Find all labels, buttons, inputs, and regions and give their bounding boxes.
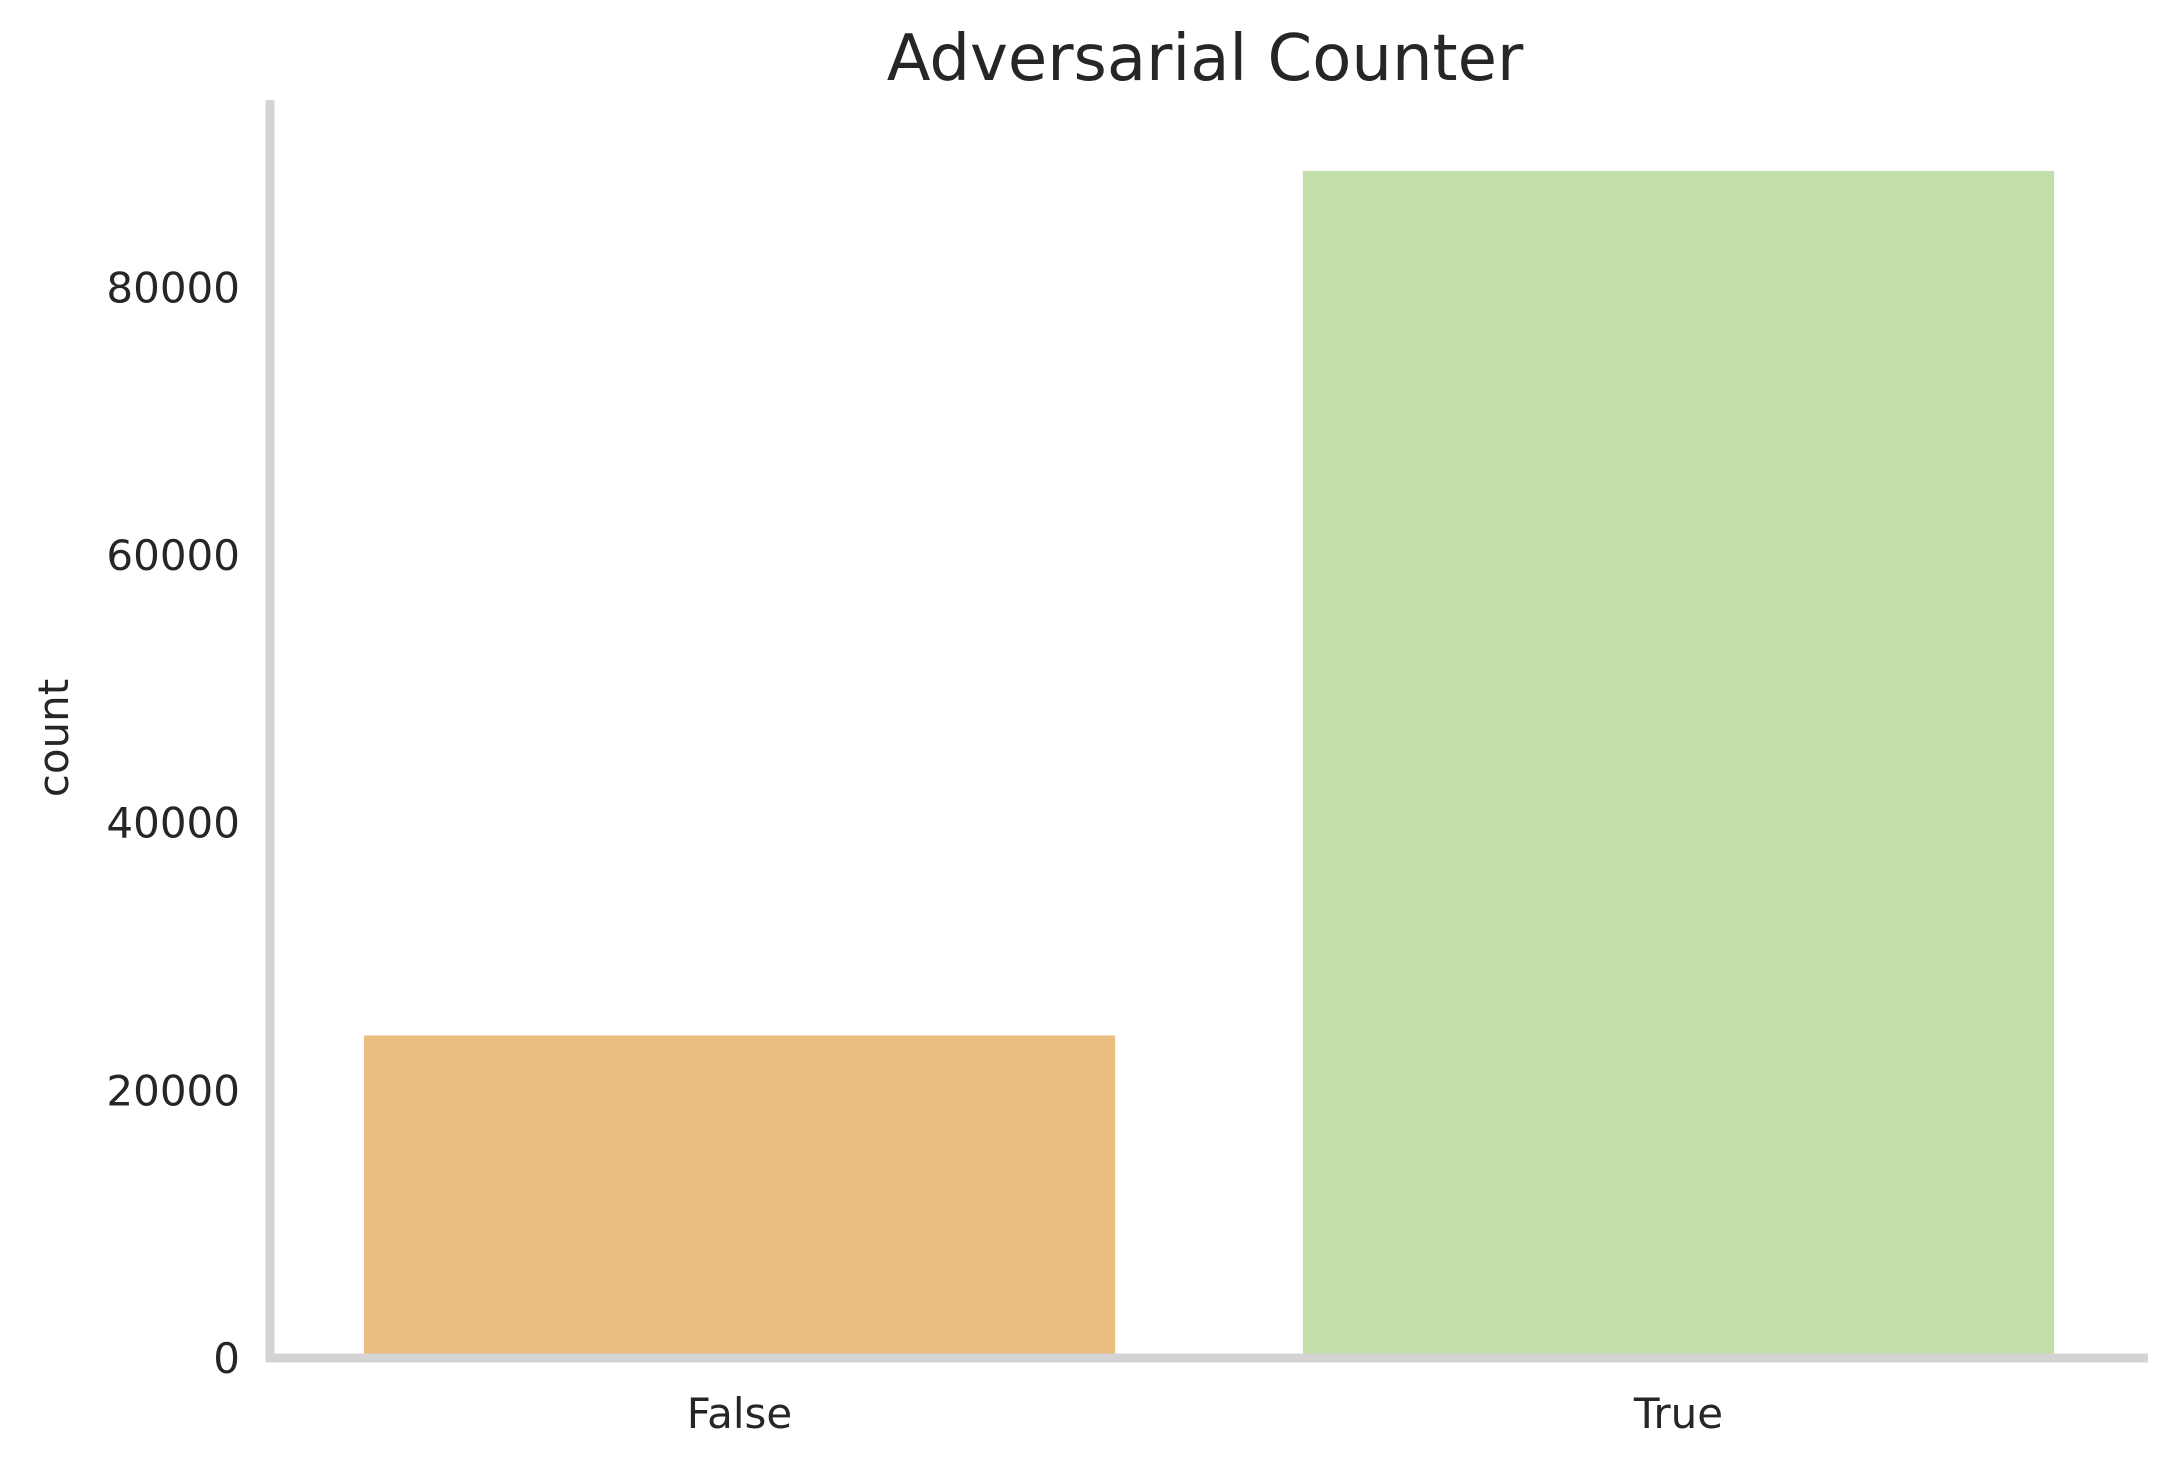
bars-group (363, 170, 2055, 1358)
y-axis-ticks: 0 20000 40000 60000 80000 (106, 263, 240, 1383)
y-tick-label-60000: 60000 (106, 531, 240, 580)
y-axis-label: count (29, 679, 78, 798)
y-tick-label-20000: 20000 (106, 1066, 240, 1115)
x-tick-label-false: False (687, 1389, 792, 1438)
x-tick-label-true: True (1633, 1389, 1723, 1438)
chart-title: Adversarial Counter (887, 22, 1524, 96)
bar-true (1302, 170, 2055, 1358)
y-tick-label-0: 0 (213, 1334, 240, 1383)
y-tick-label-80000: 80000 (106, 263, 240, 312)
y-tick-label-40000: 40000 (106, 799, 240, 848)
x-axis-ticks: False True (687, 1389, 1723, 1438)
bar-false (363, 1035, 1116, 1358)
